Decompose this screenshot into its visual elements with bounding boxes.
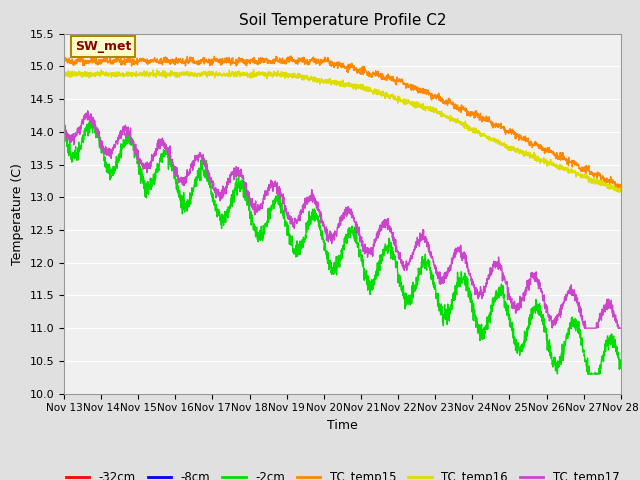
TC_temp16 [617,188,625,194]
TC_temp15 [584,167,591,173]
TC_temp15 [371,71,379,76]
TC_temp15 [359,66,367,72]
TC_temp15 [60,58,68,63]
-2cm [504,314,512,320]
TC_temp17 [580,325,588,331]
TC_temp15 [614,187,622,192]
TC_temp16 [371,86,379,92]
Title: Soil Temperature Profile C2: Soil Temperature Profile C2 [239,13,446,28]
-2cm [216,209,223,215]
TC_temp16 [584,175,591,180]
TC_temp17 [617,325,625,331]
-2cm [568,321,576,327]
TC_temp15 [617,183,625,189]
TC_temp17 [568,287,575,293]
TC_temp15 [504,128,512,134]
-2cm [359,264,367,269]
TC_temp15 [114,51,122,57]
Line: TC_temp15: TC_temp15 [64,54,621,190]
TC_temp17 [60,124,68,130]
X-axis label: Time: Time [327,419,358,432]
TC_temp16 [568,167,575,172]
-2cm [554,371,561,377]
TC_temp17 [504,291,512,297]
TC_temp17 [216,194,223,200]
-2cm [86,116,93,121]
-2cm [584,355,591,361]
-2cm [60,129,68,135]
TC_temp16 [504,145,512,151]
Line: -2cm: -2cm [64,119,621,374]
Line: TC_temp16: TC_temp16 [64,70,621,192]
TC_temp17 [359,238,367,244]
TC_temp16 [615,190,623,195]
TC_temp15 [568,157,575,163]
Line: TC_temp17: TC_temp17 [64,111,621,328]
TC_temp16 [60,73,68,79]
TC_temp17 [584,325,591,331]
TC_temp16 [359,84,367,89]
TC_temp16 [250,67,257,72]
TC_temp15 [216,57,223,62]
Text: SW_met: SW_met [75,40,131,53]
TC_temp16 [216,70,223,76]
TC_temp17 [371,237,379,243]
Legend: -32cm, -8cm, -2cm, TC_temp15, TC_temp16, TC_temp17: -32cm, -8cm, -2cm, TC_temp15, TC_temp16,… [61,466,624,480]
-2cm [371,280,379,286]
Y-axis label: Temperature (C): Temperature (C) [11,163,24,264]
-2cm [617,363,625,369]
TC_temp17 [84,108,92,114]
